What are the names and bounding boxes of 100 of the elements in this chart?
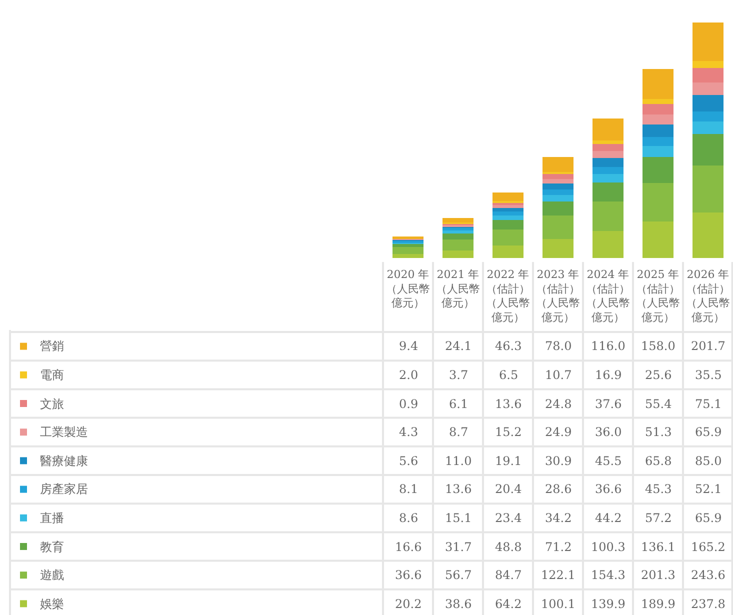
bar: [592, 144, 624, 152]
bar: [642, 222, 674, 258]
bar: [492, 246, 524, 258]
data-label: 201.7: [691, 339, 726, 353]
data-label: 13.6: [495, 397, 522, 411]
bar: [542, 157, 574, 172]
data-label: 158.0: [641, 339, 676, 353]
data-label: 28.6: [545, 482, 572, 496]
data-label: 122.1: [541, 568, 576, 582]
bar: [592, 202, 624, 232]
x-tick-label: 2020 年（人民幣億元）: [386, 268, 430, 310]
data-label: 65.8: [645, 454, 672, 468]
data-label: 45.5: [595, 454, 622, 468]
data-label: 165.2: [691, 540, 726, 554]
bar: [542, 202, 574, 216]
legend-label: 教育: [40, 540, 64, 554]
data-label: 65.9: [695, 511, 722, 525]
bar: [592, 166, 624, 174]
data-label: 100.3: [591, 540, 626, 554]
data-label: 116.0: [591, 339, 626, 353]
data-label: 201.3: [641, 568, 676, 582]
bar: [442, 218, 474, 222]
bar: [492, 212, 524, 216]
bar: [692, 82, 724, 95]
bar: [692, 134, 724, 166]
data-label: 6.1: [449, 397, 468, 411]
data-label: 8.7: [449, 425, 468, 439]
data-label: 25.6: [645, 368, 672, 382]
data-label: 24.1: [445, 339, 472, 353]
bar: [642, 156, 674, 183]
data-label: 8.1: [399, 482, 418, 496]
bar: [592, 118, 624, 141]
bar: [542, 178, 574, 184]
data-label: 3.7: [449, 368, 468, 382]
data-label: 13.6: [445, 482, 472, 496]
data-label: 20.4: [495, 482, 522, 496]
bar: [492, 229, 524, 246]
bar: [692, 166, 724, 212]
bar: [642, 124, 674, 138]
x-tick-label: 2026 年（估計）（人民幣億元）: [686, 268, 730, 324]
data-label: 24.8: [545, 397, 572, 411]
data-label: 78.0: [545, 339, 572, 353]
data-label: 75.1: [695, 397, 722, 411]
data-label: 45.3: [645, 482, 672, 496]
bar: [692, 212, 724, 258]
data-label: 84.7: [495, 568, 522, 582]
data-label: 20.2: [395, 597, 422, 611]
data-label: 136.1: [641, 540, 676, 554]
bar: [542, 215, 574, 239]
bar: [542, 174, 574, 179]
bar: [642, 104, 674, 115]
bar: [642, 137, 674, 146]
legend-label: 營銷: [40, 339, 64, 353]
legend-label: 直播: [40, 511, 64, 525]
bar: [692, 68, 724, 82]
data-label: 71.2: [545, 540, 572, 554]
legend-label: 遊戲: [40, 568, 64, 582]
data-label: 52.1: [695, 482, 722, 496]
data-label: 10.7: [545, 368, 572, 382]
data-label: 6.5: [499, 368, 518, 382]
data-label: 51.3: [645, 425, 672, 439]
data-label: 65.9: [695, 425, 722, 439]
bar: [442, 230, 474, 234]
bar: [542, 190, 574, 196]
data-label: 9.4: [399, 339, 418, 353]
data-label: 57.2: [645, 511, 672, 525]
data-label: 19.1: [495, 454, 522, 468]
data-label: 64.2: [495, 597, 522, 611]
data-label: 23.4: [495, 511, 522, 525]
bar: [592, 158, 624, 167]
bar: [442, 234, 474, 240]
bar: [642, 99, 674, 104]
bar: [692, 94, 724, 112]
data-label: 56.7: [445, 568, 472, 582]
data-label: 0.9: [399, 397, 418, 411]
bar: [592, 182, 624, 202]
data-label: 15.1: [445, 511, 472, 525]
data-label: 11.0: [445, 454, 472, 468]
data-label: 36.6: [395, 568, 422, 582]
bar: [592, 174, 624, 182]
x-tick-label: 2024 年（估計）（人民幣億元）: [586, 268, 630, 324]
data-label: 24.9: [545, 425, 572, 439]
bar: [392, 247, 424, 254]
bar: [542, 238, 574, 258]
bar: [592, 231, 624, 258]
data-label: 44.2: [595, 511, 622, 525]
legend-label: 文旅: [40, 397, 64, 411]
bar: [592, 140, 624, 144]
data-label: 46.3: [495, 339, 522, 353]
bar: [642, 68, 674, 100]
data-label: 5.6: [399, 454, 418, 468]
bar: [692, 61, 724, 68]
data-label: 31.7: [445, 540, 472, 554]
data-label: 34.2: [545, 511, 572, 525]
data-label: 55.4: [645, 397, 672, 411]
data-label: 154.3: [591, 568, 626, 582]
data-label: 36.6: [595, 482, 622, 496]
bar: [492, 216, 524, 220]
x-tick-label: 2022 年（估計）（人民幣億元）: [486, 268, 530, 324]
legend-label: 娛樂: [40, 597, 64, 611]
